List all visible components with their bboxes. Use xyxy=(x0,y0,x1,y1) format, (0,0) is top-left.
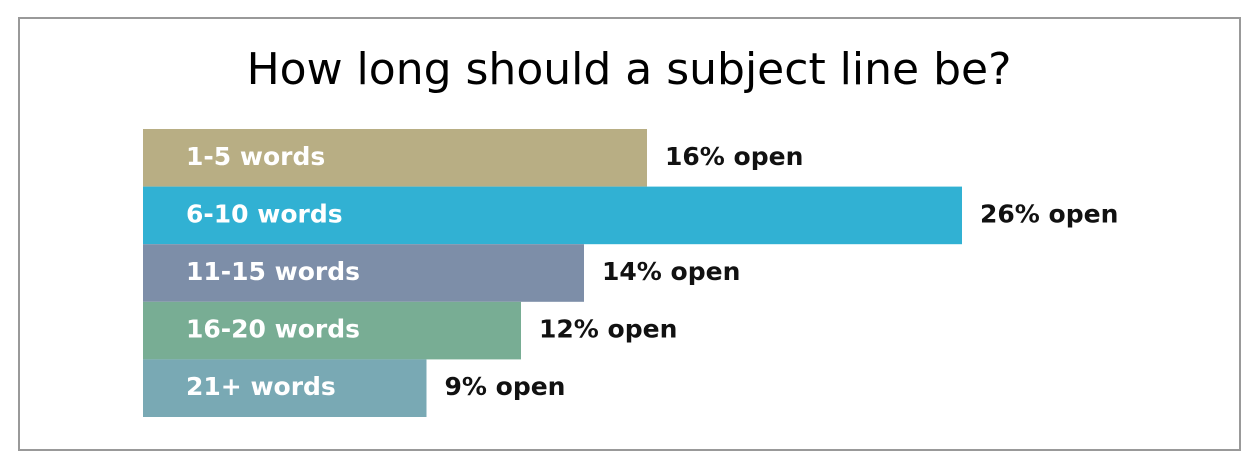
value-label: 26% open xyxy=(980,199,1118,228)
bar xyxy=(143,359,427,417)
value-label: 14% open xyxy=(602,257,740,286)
category-label: 6-10 words xyxy=(186,199,343,228)
bar xyxy=(143,301,521,360)
category-label: 21+ words xyxy=(186,372,336,401)
category-label: 1-5 words xyxy=(186,142,325,171)
value-label: 12% open xyxy=(539,315,677,344)
bar xyxy=(143,186,962,245)
chart-title: How long should a subject line be? xyxy=(247,44,1012,95)
category-label: 16-20 words xyxy=(186,315,360,344)
bar xyxy=(143,244,584,302)
bar xyxy=(143,129,647,187)
category-label: 11-15 words xyxy=(186,257,360,286)
value-label: 16% open xyxy=(665,142,803,171)
value-label: 9% open xyxy=(445,372,566,401)
